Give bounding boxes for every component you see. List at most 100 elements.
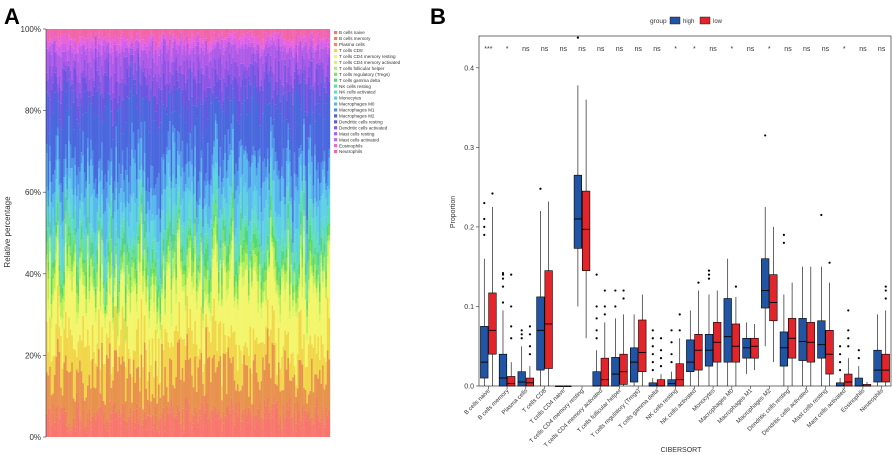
- bar-segment: [176, 404, 179, 419]
- bar-segment: [199, 198, 201, 206]
- bar-segment: [197, 55, 200, 70]
- bar-segment: [306, 115, 309, 139]
- bar-segment: [118, 95, 121, 109]
- bar-segment: [304, 237, 307, 252]
- bar-segment: [153, 220, 156, 238]
- bar-segment: [199, 232, 201, 245]
- bar-segment: [87, 34, 89, 39]
- bar-segment: [101, 327, 103, 343]
- bar-segment: [288, 47, 291, 59]
- bar-segment: [295, 186, 298, 230]
- bar-segment: [262, 341, 264, 358]
- box-low: [825, 261, 834, 386]
- bar-segment: [263, 78, 266, 106]
- bar-segment: [229, 279, 231, 338]
- bar-segment: [254, 82, 256, 152]
- bar-segment: [238, 157, 241, 194]
- bar-segment: [156, 64, 159, 82]
- bar-segment: [200, 207, 203, 219]
- bar-segment: [306, 340, 309, 367]
- bar-segment: [161, 246, 163, 265]
- bar-segment: [64, 223, 67, 243]
- bar-segment: [227, 216, 230, 229]
- bar-segment: [328, 206, 331, 224]
- bar-segment: [176, 39, 179, 44]
- bar-segment: [279, 246, 282, 265]
- bar-segment: [222, 47, 225, 55]
- bar-segment: [158, 42, 160, 47]
- bar-segment: [115, 229, 118, 243]
- bar-segment: [58, 264, 61, 272]
- bar-segment: [320, 42, 323, 49]
- bar-segment: [287, 85, 290, 92]
- bar-segment: [191, 49, 193, 72]
- legend-swatch: [334, 120, 338, 124]
- bar-segment: [159, 218, 162, 233]
- bar-segment: [66, 60, 69, 67]
- bar-segment: [159, 36, 162, 46]
- bar-segment: [285, 281, 288, 284]
- box-low: [769, 226, 778, 363]
- bar-segment: [260, 416, 263, 427]
- outlier-point: [884, 297, 887, 300]
- bar-segment: [274, 342, 277, 384]
- bar-segment: [153, 284, 156, 303]
- bar-segment: [139, 40, 141, 43]
- bar-segment: [162, 29, 165, 33]
- significance-label: ns: [597, 46, 605, 53]
- bar-segment: [300, 82, 302, 110]
- bar-segment: [276, 29, 279, 34]
- bar-segment: [229, 254, 231, 272]
- bar-segment: [74, 165, 77, 189]
- bar-segment: [102, 213, 105, 244]
- bar-segment: [68, 116, 70, 142]
- bar-segment: [323, 427, 326, 437]
- bar-segment: [281, 277, 283, 287]
- bar-segment: [184, 29, 187, 44]
- bar-segment: [146, 222, 149, 243]
- bar-segment: [80, 104, 83, 153]
- bar-segment: [47, 79, 50, 97]
- bar-segment: [300, 235, 302, 249]
- bar-segment: [71, 38, 73, 48]
- bar-segment: [312, 432, 315, 437]
- bar-segment: [273, 242, 275, 248]
- bar-segment: [135, 198, 138, 223]
- bar-segment: [197, 356, 200, 368]
- bar-segment: [263, 46, 266, 50]
- bar-segment: [211, 357, 214, 410]
- bar-segment: [295, 431, 298, 437]
- bar-segment: [49, 196, 51, 213]
- bar-segment: [126, 265, 129, 285]
- bar-segment: [159, 322, 162, 330]
- bar-segment: [233, 424, 236, 428]
- bar-segment: [317, 178, 320, 208]
- bar-segment: [225, 46, 228, 61]
- bar-segment: [189, 217, 192, 228]
- bar-segment: [285, 258, 288, 272]
- bar-segment: [317, 43, 320, 63]
- bar-segment: [94, 288, 97, 295]
- bar-segment: [317, 103, 320, 163]
- bar-segment: [150, 220, 152, 252]
- bar-segment: [290, 75, 293, 85]
- bar-segment: [199, 261, 201, 274]
- bar-segment: [131, 402, 133, 422]
- bar-segment: [165, 106, 168, 115]
- bar-segment: [301, 42, 304, 48]
- bar-segment: [247, 75, 250, 81]
- bar-segment: [266, 34, 269, 38]
- bar-segment: [200, 418, 203, 437]
- bar-segment: [94, 60, 97, 92]
- bar-segment: [146, 68, 149, 85]
- bar-segment: [50, 29, 53, 39]
- bar-segment: [290, 286, 293, 354]
- bar-segment: [46, 321, 48, 373]
- bar-segment: [68, 79, 70, 117]
- bar-segment: [104, 36, 107, 41]
- bar-segment: [259, 156, 261, 197]
- bar-segment: [213, 32, 215, 43]
- significance-label: ns: [653, 46, 661, 53]
- bar-segment: [274, 383, 277, 404]
- bar-segment: [210, 420, 212, 437]
